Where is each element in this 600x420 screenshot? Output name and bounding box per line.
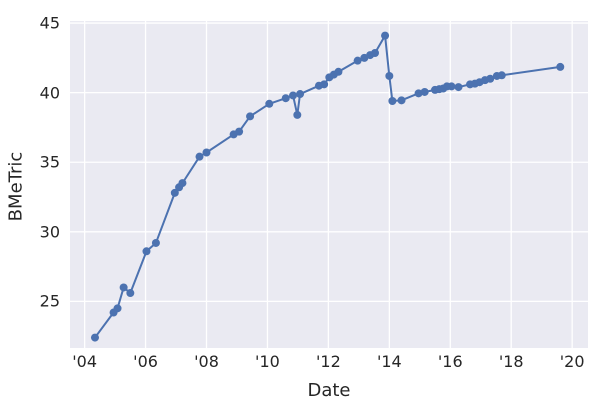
x-axis-label: Date (307, 380, 351, 401)
y-tick-label: 30 (39, 222, 60, 242)
x-tick-label: '16 (437, 352, 463, 371)
x-tick-label: '04 (72, 352, 98, 371)
data-point (126, 289, 135, 298)
x-tick-label: '08 (194, 352, 219, 371)
data-point (178, 179, 187, 188)
y-axis-label: BMeTric (5, 151, 27, 222)
data-point (320, 80, 329, 89)
data-point (454, 83, 463, 92)
data-point (420, 87, 429, 96)
data-point (556, 62, 565, 71)
chart-canvas (70, 21, 588, 348)
plot-area (70, 21, 588, 348)
data-point (388, 97, 397, 106)
x-tick-label: '12 (315, 352, 341, 371)
x-tick-label: '20 (559, 352, 585, 371)
data-point (397, 96, 406, 105)
x-tick-label: '10 (255, 352, 280, 371)
data-point (90, 333, 99, 342)
data-point (246, 112, 255, 121)
data-point (414, 89, 423, 98)
data-point (265, 99, 274, 108)
data-point (202, 148, 211, 157)
data-point (235, 127, 244, 136)
y-tick-label: 45 (39, 13, 60, 33)
y-tick-label: 25 (39, 291, 60, 311)
data-point (293, 110, 302, 119)
data-point (296, 90, 305, 99)
data-point (119, 283, 128, 292)
data-point (281, 94, 290, 103)
y-tick-label: 40 (39, 83, 60, 103)
data-point (170, 188, 179, 197)
data-point (385, 71, 394, 80)
data-point (381, 31, 390, 40)
data-point (486, 74, 495, 83)
x-tick-label: '06 (133, 352, 158, 371)
data-point (447, 82, 456, 91)
x-tick-label: '18 (498, 352, 524, 371)
data-point (334, 67, 343, 76)
data-point (142, 247, 151, 256)
data-point (497, 71, 506, 80)
data-point (195, 152, 204, 161)
data-point (289, 91, 298, 100)
y-tick-label: 35 (39, 152, 60, 172)
data-point (353, 56, 362, 65)
data-point (371, 49, 380, 58)
data-point (113, 304, 122, 313)
data-point (151, 238, 160, 247)
x-tick-label: '14 (376, 352, 402, 371)
